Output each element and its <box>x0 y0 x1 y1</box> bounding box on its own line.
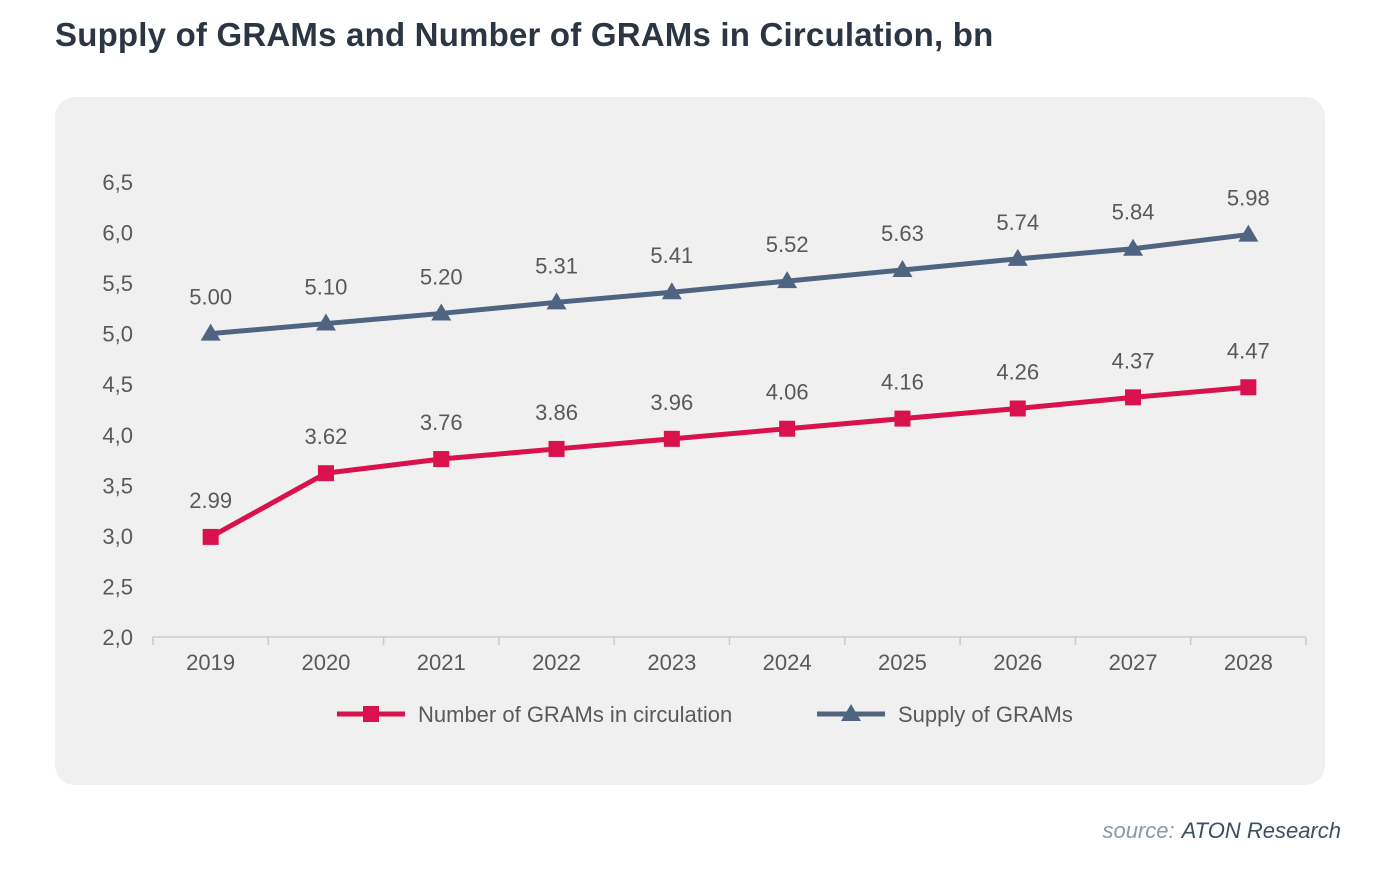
data-point-marker-square <box>1009 400 1026 417</box>
source-label: source: <box>1102 818 1175 843</box>
y-tick-label: 2,5 <box>102 574 133 599</box>
y-tick-label: 4,0 <box>102 423 133 448</box>
data-point-label: 5.52 <box>766 232 809 257</box>
x-tick-label: 2024 <box>763 650 812 675</box>
data-point-marker-triangle <box>315 313 336 331</box>
chart-title: Supply of GRAMs and Number of GRAMs in C… <box>55 16 994 53</box>
data-point-marker-triangle <box>431 303 452 321</box>
data-point-label: 5.41 <box>650 243 693 268</box>
x-tick-label: 2021 <box>417 650 466 675</box>
data-point-marker-square <box>433 451 450 468</box>
y-tick-label: 6,5 <box>102 170 133 195</box>
data-point-marker-square <box>1125 389 1142 406</box>
y-tick-label: 5,0 <box>102 322 133 347</box>
x-tick-label: 2019 <box>186 650 235 675</box>
data-point-label: 3.96 <box>650 390 693 415</box>
legend-marker-triangle <box>841 704 861 721</box>
data-point-label: 5.74 <box>996 210 1039 235</box>
data-point-label: 3.62 <box>305 424 348 449</box>
x-tick-label: 2020 <box>301 650 350 675</box>
x-tick-label: 2025 <box>878 650 927 675</box>
legend-item-label: Supply of GRAMs <box>898 702 1073 727</box>
data-point-label: 5.10 <box>305 275 348 300</box>
data-point-marker-square <box>894 410 911 427</box>
x-tick-label: 2027 <box>1109 650 1158 675</box>
source-attribution: source: ATON Research <box>1102 818 1341 844</box>
data-point-label: 5.00 <box>189 285 232 310</box>
data-point-label: 5.84 <box>1112 200 1155 225</box>
data-point-label: 4.26 <box>996 359 1039 384</box>
data-point-label: 3.76 <box>420 410 463 435</box>
data-point-label: 5.98 <box>1227 186 1270 211</box>
data-point-marker-triangle <box>1238 224 1259 242</box>
series-line-1 <box>210 232 1249 337</box>
data-point-label: 5.31 <box>535 253 578 278</box>
data-point-label: 3.86 <box>535 400 578 425</box>
data-point-label: 2.99 <box>189 488 232 513</box>
data-point-marker-square <box>202 528 219 545</box>
data-point-label: 4.06 <box>766 380 809 405</box>
legend-marker-square <box>363 706 379 722</box>
data-point-marker-triangle <box>1123 238 1144 256</box>
data-point-marker-triangle <box>892 259 913 277</box>
data-point-marker-triangle <box>200 323 221 341</box>
data-point-label: 4.16 <box>881 370 924 395</box>
x-tick-label: 2028 <box>1224 650 1273 675</box>
y-tick-label: 3,5 <box>102 473 133 498</box>
y-tick-label: 2,0 <box>102 625 133 650</box>
x-tick-label: 2023 <box>647 650 696 675</box>
source-name: ATON Research <box>1181 818 1341 843</box>
y-tick-label: 5,5 <box>102 271 133 296</box>
data-point-label: 4.47 <box>1227 338 1270 363</box>
x-tick-label: 2026 <box>993 650 1042 675</box>
y-tick-label: 6,0 <box>102 221 133 246</box>
series-line-0 <box>209 384 1249 540</box>
data-point-marker-square <box>1240 379 1257 396</box>
data-point-marker-square <box>548 440 565 457</box>
chart-panel <box>55 97 1325 785</box>
x-tick-label: 2022 <box>532 650 581 675</box>
data-point-marker-square <box>779 420 796 437</box>
data-point-label: 5.20 <box>420 264 463 289</box>
y-tick-label: 3,0 <box>102 524 133 549</box>
data-point-label: 5.63 <box>881 221 924 246</box>
data-point-marker-square <box>663 430 680 447</box>
legend-item-label: Number of GRAMs in circulation <box>418 702 732 727</box>
data-point-marker-triangle <box>777 271 798 289</box>
data-point-marker-triangle <box>661 282 682 300</box>
data-point-label: 4.37 <box>1112 348 1155 373</box>
y-tick-label: 4,5 <box>102 372 133 397</box>
data-point-marker-triangle <box>1007 248 1028 266</box>
data-point-marker-square <box>317 465 334 482</box>
data-point-marker-triangle <box>546 292 567 310</box>
